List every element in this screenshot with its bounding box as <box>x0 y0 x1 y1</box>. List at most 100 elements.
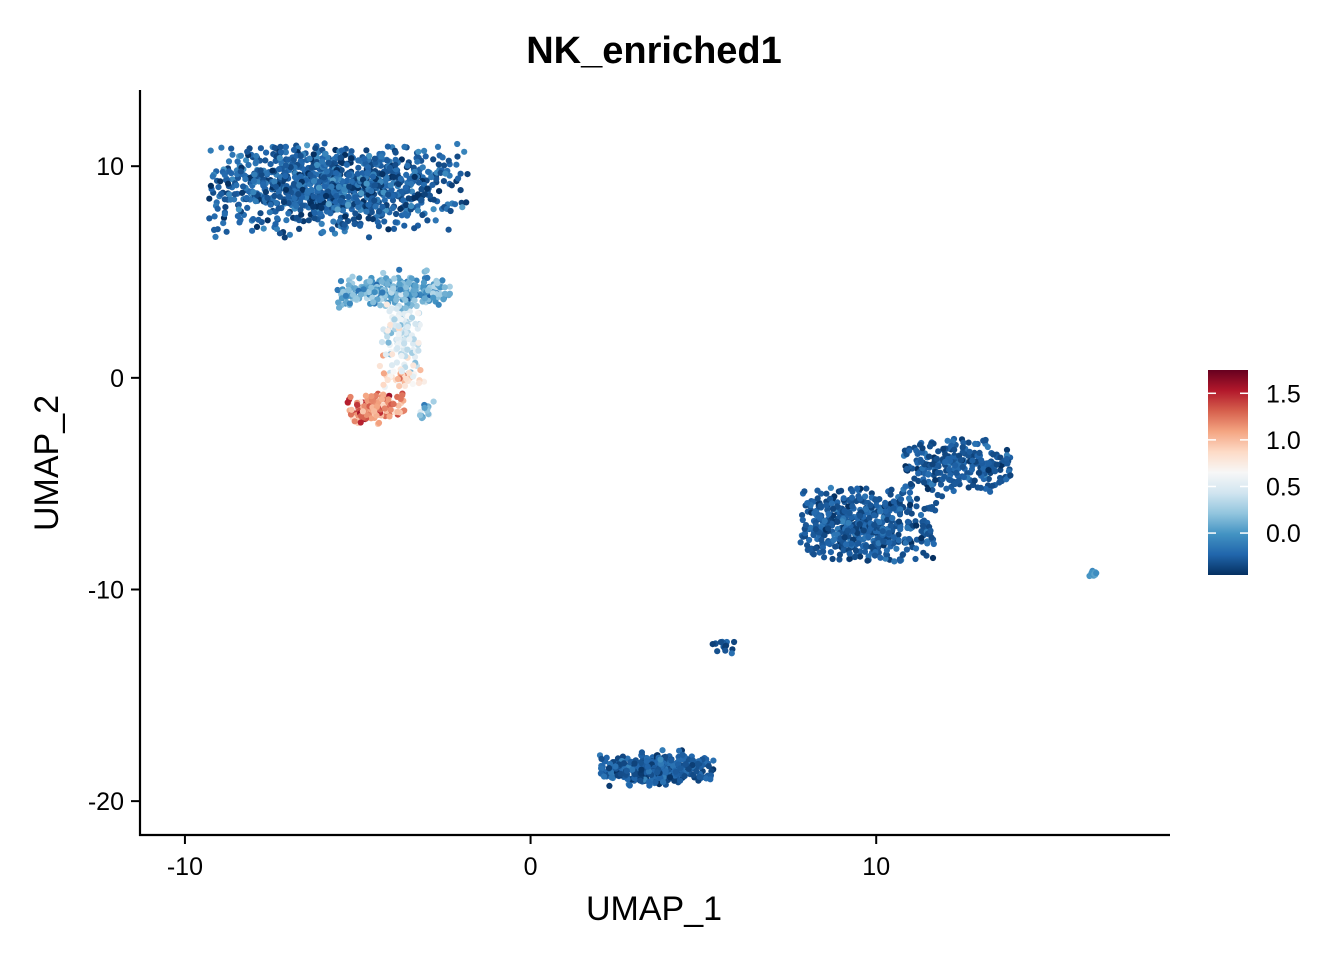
data-point <box>231 191 238 198</box>
data-point <box>291 174 299 181</box>
data-point <box>871 512 878 519</box>
data-point <box>985 459 992 467</box>
data-point <box>313 161 321 169</box>
data-point <box>920 479 928 486</box>
data-point <box>928 481 935 488</box>
data-point <box>402 290 410 298</box>
data-point <box>393 210 400 218</box>
data-point <box>403 284 410 291</box>
data-point <box>865 533 872 540</box>
data-point <box>282 172 289 180</box>
data-point <box>810 531 817 539</box>
data-point <box>368 209 375 216</box>
data-point <box>298 211 305 218</box>
data-point <box>404 323 411 331</box>
data-point <box>311 209 318 217</box>
data-point <box>235 201 242 208</box>
data-point <box>863 543 870 550</box>
data-point <box>282 162 289 169</box>
data-point <box>989 482 996 489</box>
data-point <box>925 470 932 478</box>
data-point <box>709 641 716 648</box>
data-point <box>984 443 991 451</box>
data-point <box>222 204 229 211</box>
data-point <box>345 201 352 208</box>
data-point <box>817 502 824 509</box>
data-point <box>378 278 385 285</box>
data-point <box>343 161 350 168</box>
data-point <box>337 154 344 161</box>
data-point <box>830 536 837 544</box>
data-point <box>310 151 317 158</box>
data-point <box>239 189 246 196</box>
data-point <box>605 765 613 772</box>
data-point <box>441 162 448 169</box>
data-point <box>401 222 408 229</box>
data-point <box>1003 455 1010 463</box>
data-point <box>396 281 403 288</box>
y-tick-label: -10 <box>88 576 124 604</box>
data-point <box>913 447 920 454</box>
colorbar-tick-label: 1.5 <box>1266 380 1301 408</box>
data-point <box>209 173 216 180</box>
data-point <box>253 158 260 165</box>
data-point <box>410 362 417 369</box>
x-tick-label: 10 <box>862 853 890 881</box>
data-point <box>272 199 280 206</box>
data-point <box>902 483 909 490</box>
data-point <box>710 757 717 764</box>
data-point <box>244 204 251 211</box>
data-point <box>371 408 378 415</box>
data-point <box>434 280 441 287</box>
data-point <box>849 488 856 495</box>
data-point <box>852 547 860 554</box>
data-point <box>362 392 369 399</box>
data-point <box>354 170 361 177</box>
data-point <box>384 143 391 150</box>
data-point <box>371 197 378 204</box>
data-point <box>402 184 409 191</box>
data-point <box>243 194 250 202</box>
data-point <box>972 440 979 447</box>
data-point <box>631 760 638 767</box>
data-point <box>953 469 960 476</box>
data-point <box>880 538 887 545</box>
data-point <box>841 534 848 541</box>
data-point <box>886 539 893 546</box>
data-point <box>403 171 410 178</box>
data-point <box>871 521 878 529</box>
data-point <box>879 528 886 535</box>
data-point <box>818 536 825 544</box>
data-point <box>293 214 300 221</box>
data-point <box>608 774 615 781</box>
data-point <box>383 174 390 181</box>
data-point <box>417 367 424 374</box>
data-point <box>942 458 949 466</box>
data-point <box>402 296 409 304</box>
data-point <box>318 204 325 211</box>
data-point <box>337 159 344 166</box>
data-point <box>434 143 442 150</box>
data-point <box>274 215 281 222</box>
data-point <box>389 204 397 212</box>
data-point <box>206 215 213 222</box>
data-point <box>445 226 452 233</box>
data-point <box>966 448 973 455</box>
data-point <box>446 290 453 297</box>
data-point <box>250 177 258 184</box>
data-point <box>927 527 934 534</box>
data-point <box>806 536 813 544</box>
data-point <box>264 194 271 201</box>
data-point <box>359 170 366 177</box>
data-point <box>218 144 225 151</box>
data-point <box>926 443 934 450</box>
data-point <box>1007 472 1014 479</box>
data-point <box>668 757 675 764</box>
data-point <box>851 553 859 561</box>
data-point <box>436 188 443 195</box>
data-point <box>403 375 410 382</box>
data-point <box>207 182 214 189</box>
data-point <box>617 770 624 778</box>
data-point <box>856 495 864 502</box>
data-point <box>659 747 666 754</box>
